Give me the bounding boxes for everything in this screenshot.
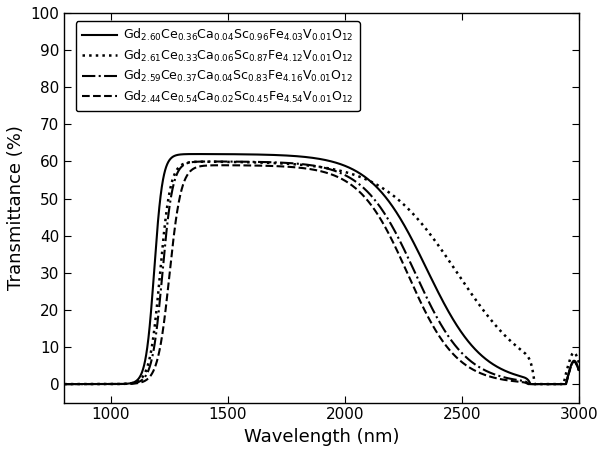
Gd$_{2.59}$Ce$_{0.37}$Ca$_{0.04}$Sc$_{0.83}$Fe$_{4.16}$V$_{0.01}$O$_{12}$ <box>520 378 527 384</box>
Gd$_{2.44}$Ce$_{0.54}$Ca$_{0.02}$Sc$_{0.45}$Fe$_{4.54}$V$_{0.01}$O$_{12}$ <box>218 163 226 168</box>
Gd$_{2.44}$Ce$_{0.54}$Ca$_{0.02}$Sc$_{0.45}$Fe$_{4.54}$V$_{0.01}$O$_{12}$ <box>286 164 293 169</box>
Gd$_{2.44}$Ce$_{0.54}$Ca$_{0.02}$Sc$_{0.45}$Fe$_{4.54}$V$_{0.01}$O$_{12}$ <box>520 380 527 385</box>
Gd$_{2.61}$Ce$_{0.33}$Ca$_{0.06}$Sc$_{0.87}$Fe$_{4.12}$V$_{0.01}$O$_{12}$ <box>286 161 293 167</box>
Gd$_{2.59}$Ce$_{0.37}$Ca$_{0.04}$Sc$_{0.83}$Fe$_{4.16}$V$_{0.01}$O$_{12}$ <box>152 336 159 341</box>
Gd$_{2.59}$Ce$_{0.37}$Ca$_{0.04}$Sc$_{0.83}$Fe$_{4.16}$V$_{0.01}$O$_{12}$ <box>587 381 594 386</box>
X-axis label: Wavelength (nm): Wavelength (nm) <box>244 428 399 446</box>
Gd$_{2.44}$Ce$_{0.54}$Ca$_{0.02}$Sc$_{0.45}$Fe$_{4.54}$V$_{0.01}$O$_{12}$ <box>120 381 128 387</box>
Gd$_{2.61}$Ce$_{0.33}$Ca$_{0.06}$Sc$_{0.87}$Fe$_{4.12}$V$_{0.01}$O$_{12}$ <box>263 160 270 165</box>
Gd$_{2.61}$Ce$_{0.33}$Ca$_{0.06}$Sc$_{0.87}$Fe$_{4.12}$V$_{0.01}$O$_{12}$ <box>201 159 209 164</box>
Gd$_{2.60}$Ce$_{0.36}$Ca$_{0.04}$Sc$_{0.96}$Fe$_{4.03}$V$_{0.01}$O$_{12}$ <box>520 375 527 380</box>
Gd$_{2.61}$Ce$_{0.33}$Ca$_{0.06}$Sc$_{0.87}$Fe$_{4.12}$V$_{0.01}$O$_{12}$ <box>520 349 527 355</box>
Gd$_{2.60}$Ce$_{0.36}$Ca$_{0.04}$Sc$_{0.96}$Fe$_{4.03}$V$_{0.01}$O$_{12}$ <box>152 250 159 255</box>
Line: Gd$_{2.60}$Ce$_{0.36}$Ca$_{0.04}$Sc$_{0.96}$Fe$_{4.03}$V$_{0.01}$O$_{12}$: Gd$_{2.60}$Ce$_{0.36}$Ca$_{0.04}$Sc$_{0.… <box>64 154 590 384</box>
Gd$_{2.44}$Ce$_{0.54}$Ca$_{0.02}$Sc$_{0.45}$Fe$_{4.54}$V$_{0.01}$O$_{12}$ <box>587 381 594 386</box>
Y-axis label: Transmittance (%): Transmittance (%) <box>7 125 25 290</box>
Gd$_{2.61}$Ce$_{0.33}$Ca$_{0.06}$Sc$_{0.87}$Fe$_{4.12}$V$_{0.01}$O$_{12}$ <box>152 317 159 323</box>
Gd$_{2.60}$Ce$_{0.36}$Ca$_{0.04}$Sc$_{0.96}$Fe$_{4.03}$V$_{0.01}$O$_{12}$ <box>286 153 293 159</box>
Gd$_{2.61}$Ce$_{0.33}$Ca$_{0.06}$Sc$_{0.87}$Fe$_{4.12}$V$_{0.01}$O$_{12}$ <box>577 365 584 370</box>
Legend: Gd$_{2.60}$Ce$_{0.36}$Ca$_{0.04}$Sc$_{0.96}$Fe$_{4.03}$V$_{0.01}$O$_{12}$, Gd$_{: Gd$_{2.60}$Ce$_{0.36}$Ca$_{0.04}$Sc$_{0.… <box>76 21 360 111</box>
Gd$_{2.60}$Ce$_{0.36}$Ca$_{0.04}$Sc$_{0.96}$Fe$_{4.03}$V$_{0.01}$O$_{12}$ <box>60 381 68 387</box>
Gd$_{2.44}$Ce$_{0.54}$Ca$_{0.02}$Sc$_{0.45}$Fe$_{4.54}$V$_{0.01}$O$_{12}$ <box>152 363 159 368</box>
Gd$_{2.60}$Ce$_{0.36}$Ca$_{0.04}$Sc$_{0.96}$Fe$_{4.03}$V$_{0.01}$O$_{12}$ <box>120 381 128 386</box>
Gd$_{2.60}$Ce$_{0.36}$Ca$_{0.04}$Sc$_{0.96}$Fe$_{4.03}$V$_{0.01}$O$_{12}$ <box>577 371 584 377</box>
Gd$_{2.44}$Ce$_{0.54}$Ca$_{0.02}$Sc$_{0.45}$Fe$_{4.54}$V$_{0.01}$O$_{12}$ <box>263 163 270 169</box>
Gd$_{2.61}$Ce$_{0.33}$Ca$_{0.06}$Sc$_{0.87}$Fe$_{4.12}$V$_{0.01}$O$_{12}$ <box>60 381 68 387</box>
Line: Gd$_{2.59}$Ce$_{0.37}$Ca$_{0.04}$Sc$_{0.83}$Fe$_{4.16}$V$_{0.01}$O$_{12}$: Gd$_{2.59}$Ce$_{0.37}$Ca$_{0.04}$Sc$_{0.… <box>64 162 590 384</box>
Gd$_{2.59}$Ce$_{0.37}$Ca$_{0.04}$Sc$_{0.83}$Fe$_{4.16}$V$_{0.01}$O$_{12}$ <box>577 372 584 378</box>
Gd$_{2.59}$Ce$_{0.37}$Ca$_{0.04}$Sc$_{0.83}$Fe$_{4.16}$V$_{0.01}$O$_{12}$ <box>60 381 68 387</box>
Gd$_{2.60}$Ce$_{0.36}$Ca$_{0.04}$Sc$_{0.96}$Fe$_{4.03}$V$_{0.01}$O$_{12}$ <box>587 381 594 386</box>
Gd$_{2.61}$Ce$_{0.33}$Ca$_{0.06}$Sc$_{0.87}$Fe$_{4.12}$V$_{0.01}$O$_{12}$ <box>587 375 594 381</box>
Gd$_{2.61}$Ce$_{0.33}$Ca$_{0.06}$Sc$_{0.87}$Fe$_{4.12}$V$_{0.01}$O$_{12}$ <box>120 381 128 386</box>
Gd$_{2.60}$Ce$_{0.36}$Ca$_{0.04}$Sc$_{0.96}$Fe$_{4.03}$V$_{0.01}$O$_{12}$ <box>263 152 270 158</box>
Gd$_{2.59}$Ce$_{0.37}$Ca$_{0.04}$Sc$_{0.83}$Fe$_{4.16}$V$_{0.01}$O$_{12}$ <box>525 381 532 387</box>
Gd$_{2.61}$Ce$_{0.33}$Ca$_{0.06}$Sc$_{0.87}$Fe$_{4.12}$V$_{0.01}$O$_{12}$ <box>531 381 538 387</box>
Gd$_{2.59}$Ce$_{0.37}$Ca$_{0.04}$Sc$_{0.83}$Fe$_{4.16}$V$_{0.01}$O$_{12}$ <box>208 159 215 164</box>
Gd$_{2.59}$Ce$_{0.37}$Ca$_{0.04}$Sc$_{0.83}$Fe$_{4.16}$V$_{0.01}$O$_{12}$ <box>263 159 270 165</box>
Line: Gd$_{2.44}$Ce$_{0.54}$Ca$_{0.02}$Sc$_{0.45}$Fe$_{4.54}$V$_{0.01}$O$_{12}$: Gd$_{2.44}$Ce$_{0.54}$Ca$_{0.02}$Sc$_{0.… <box>64 165 590 384</box>
Gd$_{2.59}$Ce$_{0.37}$Ca$_{0.04}$Sc$_{0.83}$Fe$_{4.16}$V$_{0.01}$O$_{12}$ <box>120 381 128 387</box>
Gd$_{2.59}$Ce$_{0.37}$Ca$_{0.04}$Sc$_{0.83}$Fe$_{4.16}$V$_{0.01}$O$_{12}$ <box>286 160 293 166</box>
Gd$_{2.44}$Ce$_{0.54}$Ca$_{0.02}$Sc$_{0.45}$Fe$_{4.54}$V$_{0.01}$O$_{12}$ <box>60 381 68 387</box>
Gd$_{2.44}$Ce$_{0.54}$Ca$_{0.02}$Sc$_{0.45}$Fe$_{4.54}$V$_{0.01}$O$_{12}$ <box>577 372 584 378</box>
Gd$_{2.60}$Ce$_{0.36}$Ca$_{0.04}$Sc$_{0.96}$Fe$_{4.03}$V$_{0.01}$O$_{12}$ <box>527 381 534 387</box>
Line: Gd$_{2.61}$Ce$_{0.33}$Ca$_{0.06}$Sc$_{0.87}$Fe$_{4.12}$V$_{0.01}$O$_{12}$: Gd$_{2.61}$Ce$_{0.33}$Ca$_{0.06}$Sc$_{0.… <box>64 162 590 384</box>
Gd$_{2.60}$Ce$_{0.36}$Ca$_{0.04}$Sc$_{0.96}$Fe$_{4.03}$V$_{0.01}$O$_{12}$ <box>193 151 200 157</box>
Gd$_{2.44}$Ce$_{0.54}$Ca$_{0.02}$Sc$_{0.45}$Fe$_{4.54}$V$_{0.01}$O$_{12}$ <box>525 381 532 387</box>
